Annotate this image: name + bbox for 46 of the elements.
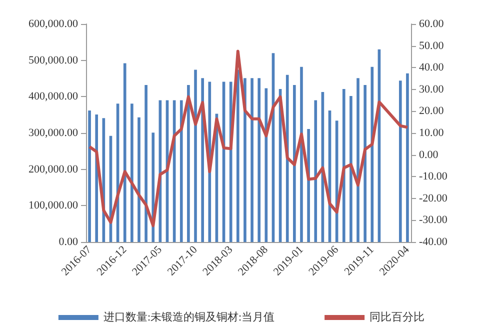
bar — [236, 70, 240, 242]
y2-tick-label: 30.00 — [419, 83, 444, 96]
y2-tick-label: -10.00 — [419, 170, 448, 183]
y-tick-label: 200,000.00 — [28, 163, 78, 176]
bar — [406, 73, 409, 242]
bar — [187, 85, 190, 242]
bar — [300, 66, 303, 242]
y2-tick-label: 20.00 — [419, 105, 444, 118]
bar — [138, 117, 140, 242]
bar — [370, 66, 374, 242]
bar — [286, 74, 289, 242]
bar — [88, 110, 91, 242]
y2-tick-label: -30.00 — [419, 214, 448, 226]
y-tick-label: 600,000.00 — [28, 18, 78, 30]
bar — [314, 100, 318, 242]
bar — [250, 78, 254, 242]
bar — [293, 85, 296, 242]
bar — [123, 63, 126, 242]
y2-tick-label: 0.00 — [419, 148, 439, 161]
y-tick-label: 0.00 — [58, 236, 78, 248]
bar — [244, 78, 246, 242]
bar — [194, 70, 197, 242]
bar — [180, 100, 183, 242]
bar — [398, 80, 402, 242]
bar — [201, 78, 204, 242]
y2-tick-label: -20.00 — [419, 192, 448, 204]
y-tick-label: 300,000.00 — [28, 127, 78, 139]
y2-tick-label: 50.00 — [419, 40, 444, 52]
bar — [364, 85, 366, 242]
y-tick-label: 400,000.00 — [28, 90, 78, 103]
line-series — [88, 50, 409, 228]
y2-tick-label: 40.00 — [419, 62, 444, 74]
bar — [144, 85, 148, 242]
bar — [130, 104, 134, 242]
y2-tick-label: 60.00 — [419, 18, 444, 30]
y2-tick-label: -40.00 — [419, 236, 448, 248]
legend-label: 同比百分比 — [370, 310, 425, 324]
bar — [342, 89, 346, 242]
y-tick-label: 100,000.00 — [28, 200, 78, 212]
bar — [258, 78, 261, 242]
bar — [356, 78, 360, 242]
legend-label: 进口数量:未锻造的铜及铜材:当月值 — [103, 310, 275, 324]
y-tick-label: 500,000.00 — [28, 54, 78, 66]
bar — [350, 96, 352, 242]
y2-tick-label: 10.00 — [419, 127, 444, 139]
bar — [307, 129, 310, 242]
